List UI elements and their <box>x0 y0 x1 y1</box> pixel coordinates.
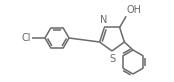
Text: OH: OH <box>127 5 142 15</box>
Text: Cl: Cl <box>22 33 31 43</box>
Text: N: N <box>100 15 107 25</box>
Text: S: S <box>109 53 115 63</box>
